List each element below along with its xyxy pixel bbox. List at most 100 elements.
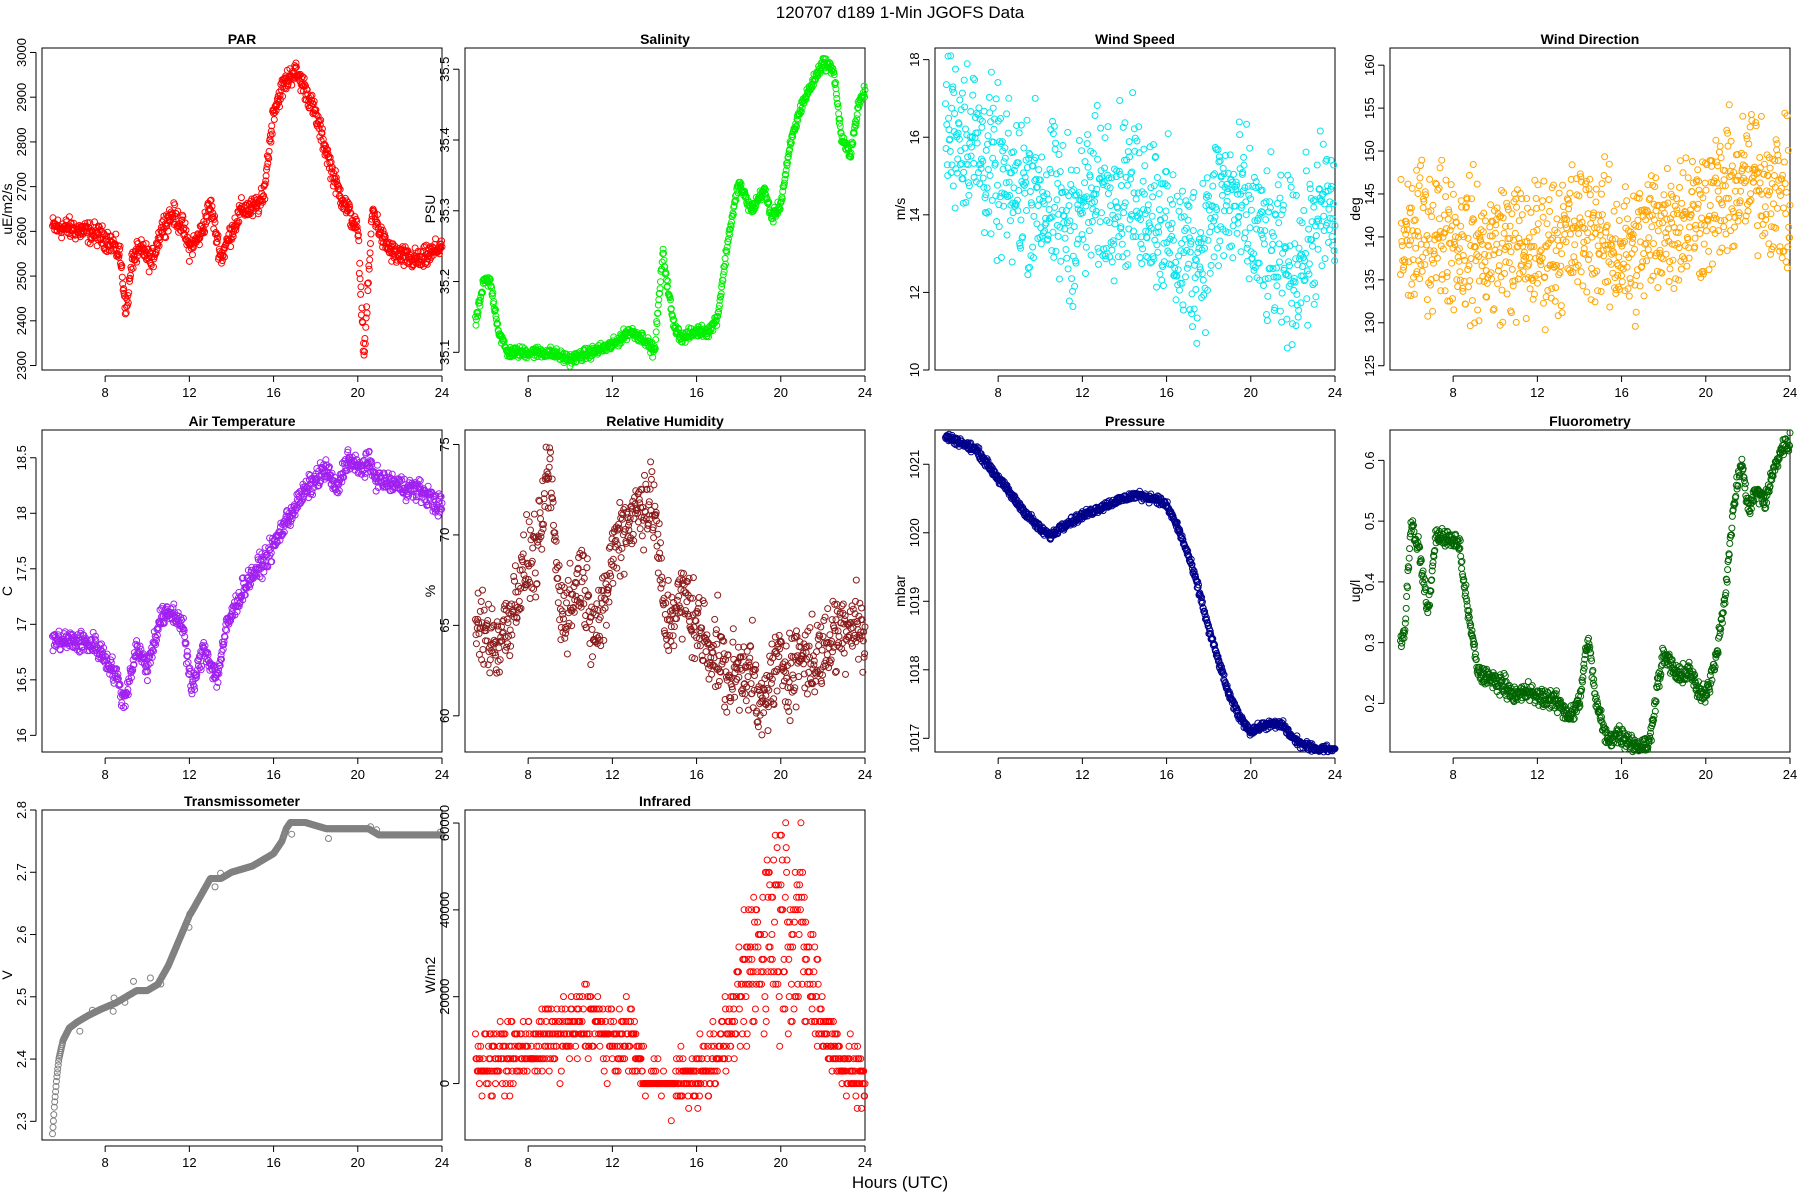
- data-point: [1141, 162, 1149, 170]
- data-point: [1293, 290, 1301, 298]
- data-point: [1705, 266, 1713, 274]
- data-point: [971, 76, 979, 84]
- data-point: [1648, 223, 1656, 231]
- data-point: [1214, 244, 1222, 252]
- data-point: [1237, 248, 1245, 256]
- data-point: [1410, 290, 1418, 298]
- data-point: [189, 251, 196, 259]
- data-point: [1500, 229, 1508, 237]
- data-point: [1416, 174, 1424, 182]
- data-point: [1677, 265, 1685, 273]
- data-point: [1053, 196, 1061, 204]
- data-point: [1723, 247, 1731, 255]
- data-point: [1049, 228, 1057, 236]
- data-point: [1015, 187, 1023, 194]
- data-point: [1031, 94, 1039, 102]
- data-point: [962, 125, 969, 133]
- data-point: [721, 255, 729, 262]
- data-point: [1618, 278, 1626, 286]
- data-point: [1555, 189, 1563, 197]
- data-point: [652, 328, 660, 336]
- data-point: [1624, 215, 1631, 223]
- y-tick-label: 16: [14, 728, 29, 742]
- data-point: [1727, 137, 1735, 145]
- y-tick-label: 155: [1362, 97, 1377, 119]
- panel-title: Wind Speed: [1095, 31, 1175, 47]
- data-point: [1398, 242, 1406, 250]
- data-point: [263, 166, 270, 174]
- data-point: [967, 108, 975, 115]
- data-point: [185, 257, 193, 265]
- data-point: [1601, 153, 1609, 161]
- x-tick-label: 8: [1450, 385, 1457, 400]
- data-point: [990, 125, 998, 133]
- data-point: [1556, 242, 1563, 250]
- data-point: [1306, 185, 1314, 193]
- data-point: [170, 600, 178, 608]
- data-point: [1057, 257, 1065, 265]
- data-point: [1264, 292, 1272, 300]
- data-point: [970, 159, 978, 167]
- panel-title: PAR: [228, 31, 257, 47]
- data-point: [1056, 275, 1063, 283]
- data-point: [1660, 191, 1668, 199]
- data-point: [373, 461, 381, 469]
- plot-frame: [41, 47, 443, 371]
- data-point: [1643, 257, 1651, 265]
- data-point: [1136, 254, 1144, 261]
- data-point: [1663, 165, 1671, 172]
- data-point: [1566, 230, 1574, 238]
- data-point: [1104, 190, 1112, 198]
- data-point: [229, 233, 237, 241]
- data-point: [1116, 97, 1124, 104]
- data-point: [1073, 166, 1081, 174]
- data-point: [1526, 285, 1534, 293]
- data-point: [1305, 225, 1313, 233]
- y-tick-label: 18: [14, 506, 29, 520]
- data-point: [1765, 240, 1773, 248]
- data-point: [1597, 288, 1605, 295]
- data-point: [121, 702, 129, 710]
- y-tick-label: 140: [1362, 226, 1377, 248]
- data-point: [472, 321, 480, 329]
- y-tick-label: 65: [437, 618, 452, 632]
- data-point: [1577, 268, 1585, 276]
- data-point: [1610, 207, 1618, 215]
- data-point: [1302, 167, 1310, 175]
- data-point: [486, 656, 494, 664]
- y-tick-label: 145: [1362, 183, 1377, 205]
- data-point: [949, 182, 957, 190]
- data-point: [1661, 239, 1669, 247]
- data-point: [942, 100, 949, 108]
- data-point: [1754, 222, 1761, 230]
- data-point: [1289, 320, 1296, 328]
- data-point: [1457, 197, 1465, 205]
- data-point: [1326, 198, 1334, 206]
- data-point: [1236, 131, 1244, 139]
- data-point: [86, 219, 94, 227]
- y-tick-label: 18.5: [14, 445, 29, 470]
- data-point: [987, 230, 995, 238]
- data-point: [1093, 102, 1101, 109]
- data-point: [1493, 240, 1501, 248]
- data-point: [1586, 191, 1594, 199]
- data-point: [1715, 148, 1723, 156]
- data-point: [221, 253, 228, 261]
- y-tick-label: 10: [907, 363, 922, 377]
- data-point: [1038, 153, 1046, 161]
- data-point: [994, 181, 1001, 189]
- data-point: [1728, 162, 1736, 170]
- data-point: [541, 503, 549, 510]
- data-point: [1123, 249, 1131, 257]
- data-point: [1081, 179, 1089, 187]
- figure-title: 120707 d189 1-Min JGOFS Data: [776, 3, 1025, 22]
- data-point: [1694, 166, 1702, 174]
- data-point: [1024, 271, 1032, 279]
- data-point: [268, 122, 276, 130]
- data-point: [1023, 116, 1031, 124]
- x-tick-label: 20: [351, 385, 365, 400]
